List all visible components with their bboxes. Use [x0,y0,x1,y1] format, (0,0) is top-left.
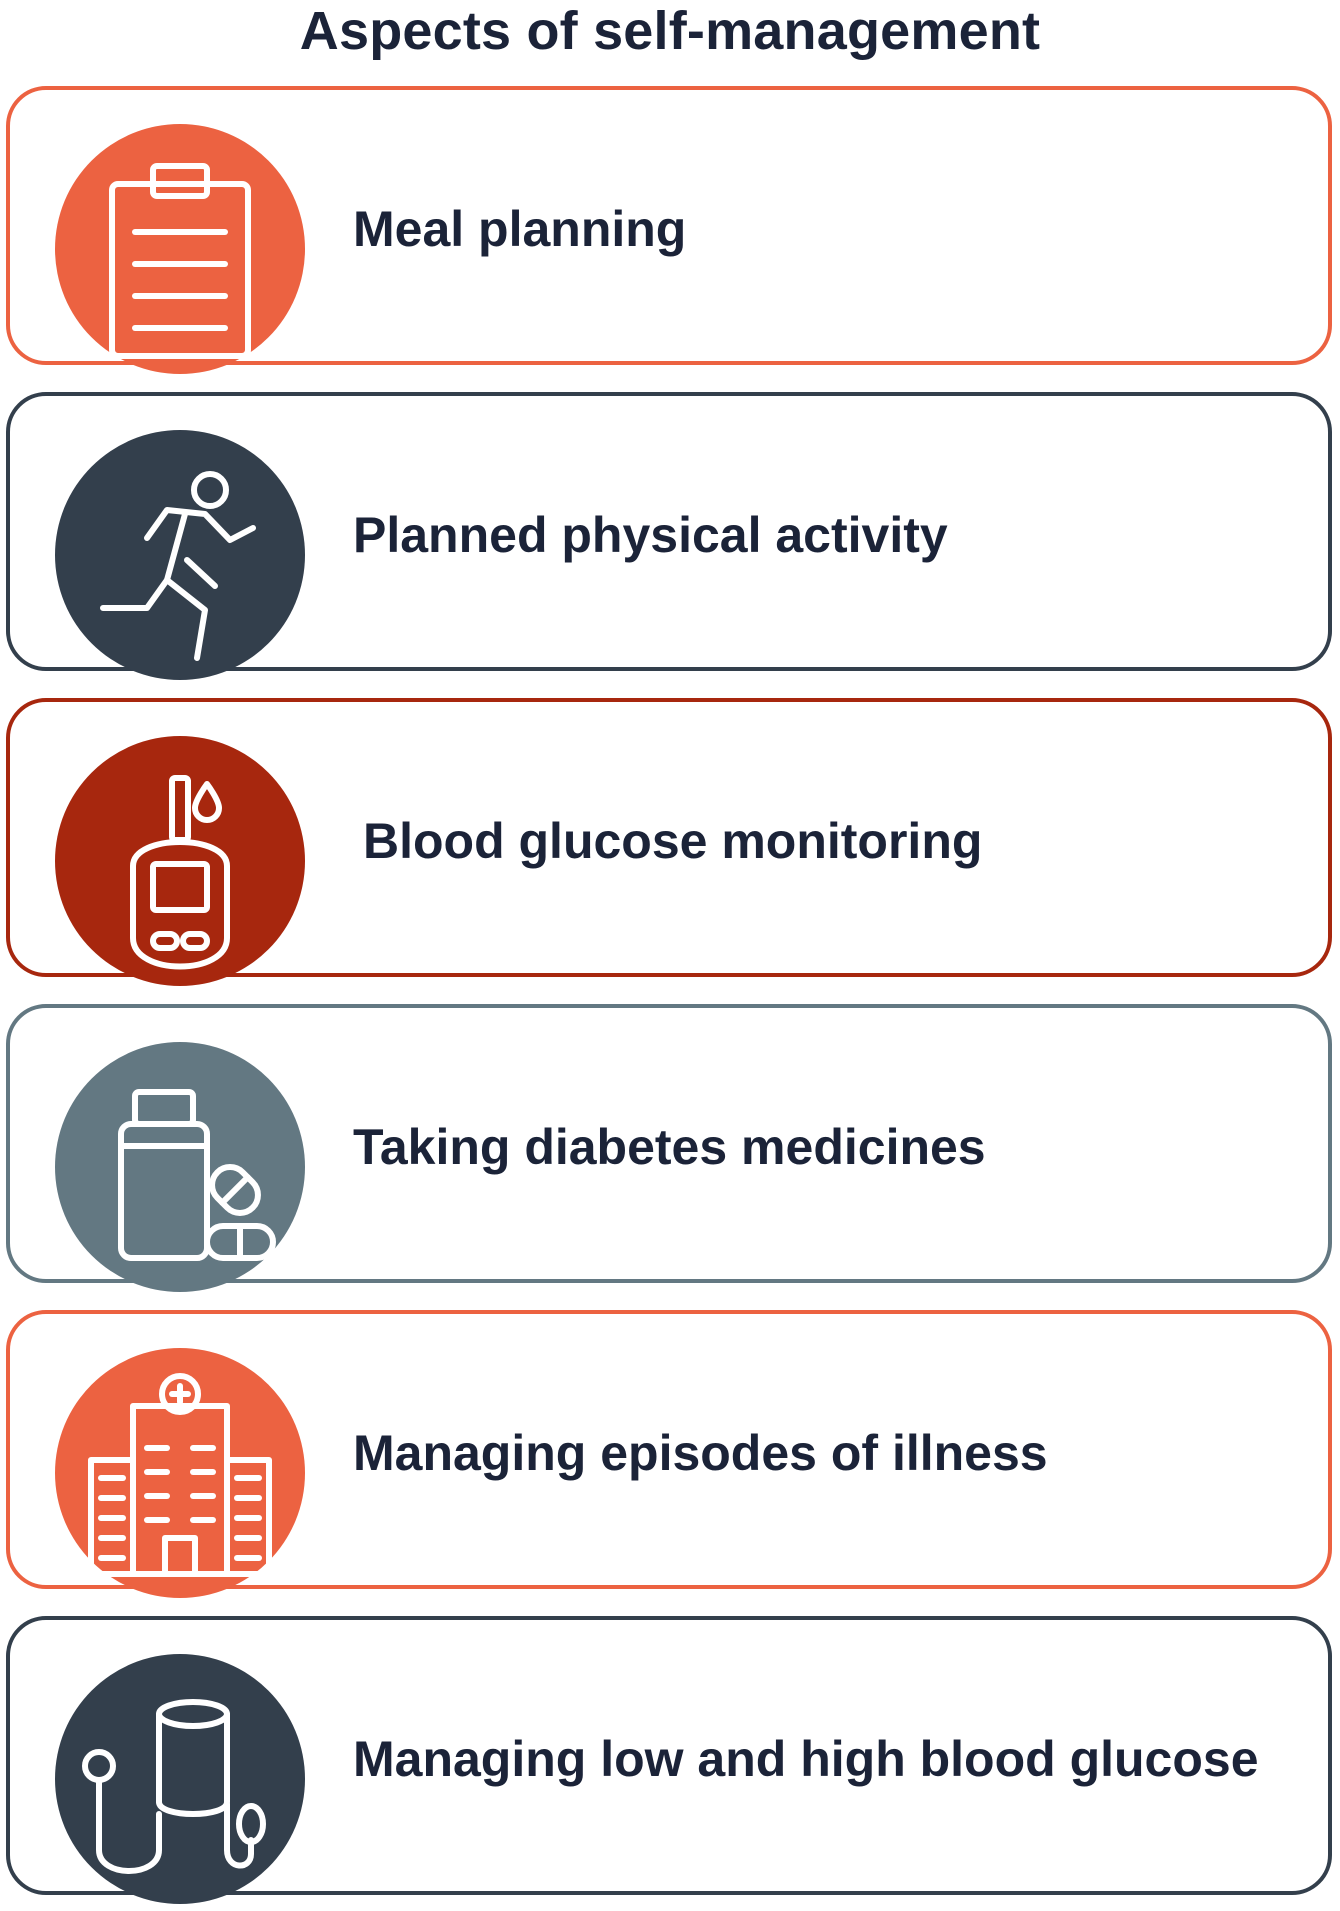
icon-circle [55,430,305,680]
glucose-meter-icon [130,775,230,970]
blood-pressure-cuff-icon [82,1699,266,1874]
card-meal-planning: Meal planning [6,86,1332,374]
icon-circle [55,1348,305,1598]
card-planned-physical-activity: Planned physical activity [6,392,1332,680]
icon-circle [55,1654,305,1904]
clipboard-icon [109,163,251,359]
pill-bottle-icon [118,1089,276,1261]
page-title: Aspects of self-management [299,1,1041,61]
icon-circle [55,1042,305,1292]
card-blood-glucose-monitoring: Blood glucose monitoring [6,698,1332,986]
item-label: Managing low and high blood glucose [353,1731,1259,1787]
card-managing-low-and-high-blood-glucose: Managing low and high blood glucose [6,1616,1332,1904]
item-label: Taking diabetes medicines [353,1119,986,1175]
hospital-icon [88,1373,272,1577]
item-label: Managing episodes of illness [353,1425,1048,1481]
running-person-icon [100,471,256,661]
item-label: Blood glucose monitoring [363,813,983,869]
item-label: Meal planning [353,201,687,257]
item-label: Planned physical activity [353,507,948,563]
card-taking-diabetes-medicines: Taking diabetes medicines [6,1004,1332,1292]
icon-circle [55,124,305,374]
card-managing-episodes-of-illness: Managing episodes of illness [6,1310,1332,1598]
icon-circle [55,736,305,986]
